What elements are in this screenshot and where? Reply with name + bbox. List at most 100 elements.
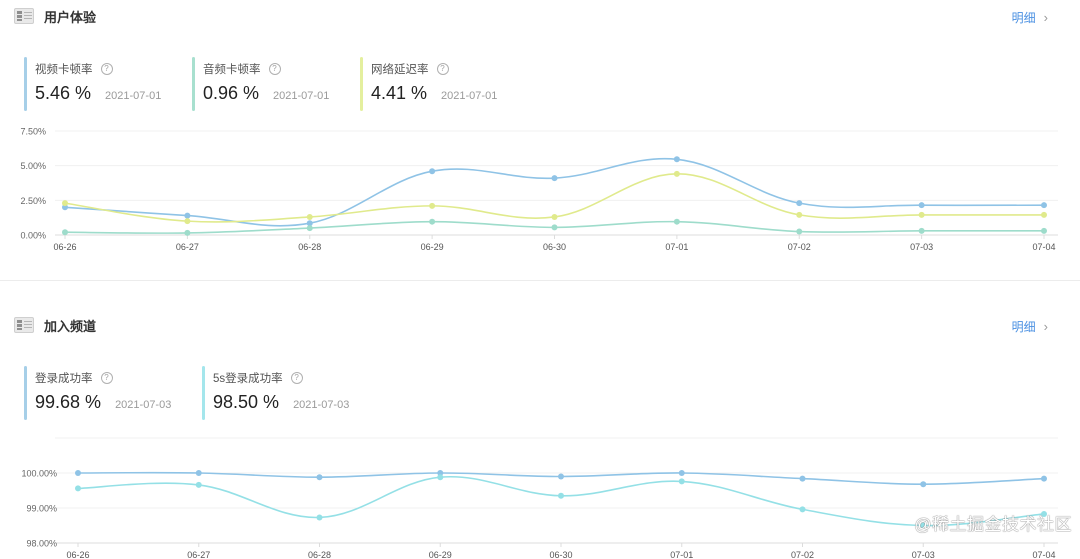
metric-value: 98.50 %: [213, 392, 280, 412]
data-point[interactable]: [796, 228, 803, 235]
data-point[interactable]: [195, 470, 202, 476]
data-point[interactable]: [918, 227, 925, 234]
data-point[interactable]: [306, 213, 313, 220]
data-point[interactable]: [184, 229, 191, 236]
x-axis-tick-label: 07-04: [1032, 550, 1055, 559]
data-point[interactable]: [558, 473, 564, 480]
data-point[interactable]: [551, 213, 558, 220]
data-point[interactable]: [429, 202, 436, 209]
data-point[interactable]: [799, 475, 806, 482]
metric-value: 0.96 %: [203, 83, 260, 103]
data-point[interactable]: [184, 218, 191, 225]
metric-accent-bar: [24, 57, 27, 111]
data-point[interactable]: [1041, 211, 1047, 218]
data-point[interactable]: [75, 485, 81, 492]
metric-accent-bar: [360, 57, 363, 111]
data-point[interactable]: [316, 514, 323, 521]
x-axis-tick-label: 06-28: [308, 550, 331, 559]
metric-date: 2021-07-01: [441, 90, 498, 102]
metric-date: 2021-07-03: [293, 399, 350, 411]
data-point[interactable]: [920, 522, 927, 529]
data-point[interactable]: [678, 470, 685, 476]
data-point[interactable]: [306, 225, 313, 232]
detail-link[interactable]: 明细 ›: [1012, 318, 1048, 335]
data-point[interactable]: [551, 224, 558, 231]
metric-value: 5.46 %: [35, 83, 92, 103]
x-axis-tick-label: 06-29: [429, 550, 452, 559]
data-point[interactable]: [673, 170, 680, 177]
metric-value: 99.68 %: [35, 392, 102, 412]
y-axis-tick-label: 0.00%: [20, 231, 46, 241]
section-title: 用户体验: [44, 9, 97, 25]
section-divider: [0, 280, 1080, 281]
data-point[interactable]: [799, 506, 806, 513]
metric-accent-bar: [202, 366, 205, 420]
x-axis-tick-label: 06-26: [53, 242, 76, 252]
x-axis-tick-label: 06-29: [421, 242, 444, 252]
data-point[interactable]: [796, 200, 803, 207]
data-point[interactable]: [796, 211, 803, 218]
data-point[interactable]: [918, 211, 925, 218]
data-point[interactable]: [1041, 227, 1047, 234]
data-point[interactable]: [673, 156, 680, 163]
data-point[interactable]: [62, 229, 68, 236]
data-point[interactable]: [429, 218, 436, 225]
data-point[interactable]: [195, 481, 202, 488]
x-axis-tick-label: 06-26: [66, 550, 89, 559]
help-icon[interactable]: ?: [100, 372, 113, 384]
section-join-channel: 加入频道 明细 › 登录成功率? 99.68 % 2021-07-03 5s登录成…: [0, 281, 1080, 559]
metric-login-success: 登录成功率? 99.68 % 2021-07-03: [24, 366, 171, 420]
chevron-right-icon: ›: [1043, 319, 1048, 334]
detail-label: 明细: [1011, 320, 1036, 334]
metric-value: 4.41 %: [371, 83, 428, 103]
x-axis-tick-label: 06-28: [298, 242, 321, 252]
metric-label: 音频卡顿率: [203, 64, 261, 76]
line-chart-user-experience[interactable]: 0.00% 2.50% 5.00% 7.50% 06-26 06-27 06-28 06-29…: [0, 0, 1080, 280]
data-point[interactable]: [920, 481, 927, 488]
help-icon[interactable]: ?: [268, 63, 281, 75]
data-point[interactable]: [316, 474, 323, 481]
data-point[interactable]: [437, 470, 444, 476]
help-icon[interactable]: ?: [290, 372, 303, 384]
data-point[interactable]: [558, 492, 564, 499]
data-point[interactable]: [75, 470, 81, 476]
y-axis-tick-label: 2.50%: [20, 196, 46, 206]
metric-network-latency: 网络延迟率? 4.41 % 2021-07-01: [360, 57, 497, 111]
x-axis-tick-label: 06-27: [187, 550, 210, 559]
data-point[interactable]: [306, 220, 313, 227]
y-axis-tick-label: 7.50%: [20, 127, 46, 137]
data-point[interactable]: [1041, 475, 1047, 482]
x-axis-tick-label: 07-01: [670, 550, 693, 559]
list-icon: [14, 317, 34, 333]
data-point[interactable]: [678, 478, 685, 485]
data-point[interactable]: [429, 168, 436, 175]
section-header: 加入频道: [14, 313, 96, 337]
detail-link[interactable]: 明细 ›: [1012, 9, 1048, 26]
data-point[interactable]: [437, 474, 444, 481]
metric-5s-login-success: 5s登录成功率? 98.50 % 2021-07-03: [202, 366, 349, 420]
data-point[interactable]: [673, 218, 680, 225]
x-axis-tick-label: 06-30: [543, 242, 566, 252]
section-title: 加入频道: [44, 318, 97, 334]
help-icon[interactable]: ?: [436, 63, 449, 75]
metric-label: 视频卡顿率: [35, 64, 93, 76]
line-chart-join-channel[interactable]: 98.00% 99.00% 100.00% 06-26 06-27 06-28 06-29 0…: [0, 281, 1080, 559]
data-point[interactable]: [184, 212, 191, 219]
metric-date: 2021-07-01: [105, 90, 162, 102]
x-axis-tick-label: 06-30: [549, 550, 572, 559]
data-point[interactable]: [551, 175, 558, 182]
watermark: @稀土掘金技术社区: [914, 515, 1072, 534]
metric-label: 网络延迟率: [371, 64, 429, 76]
data-point[interactable]: [1041, 202, 1047, 209]
data-point[interactable]: [1041, 510, 1047, 517]
y-axis-tick-label: 99.00%: [26, 504, 57, 514]
y-axis-tick-label: 100.00%: [21, 469, 57, 479]
y-axis-tick-label: 5.00%: [20, 161, 46, 171]
help-icon[interactable]: ?: [100, 63, 113, 75]
data-point[interactable]: [918, 202, 925, 209]
metric-date: 2021-07-01: [273, 90, 330, 102]
x-axis-tick-label: 07-02: [791, 550, 814, 559]
data-point[interactable]: [62, 204, 68, 211]
x-axis-tick-label: 07-01: [665, 242, 688, 252]
data-point[interactable]: [62, 200, 68, 207]
